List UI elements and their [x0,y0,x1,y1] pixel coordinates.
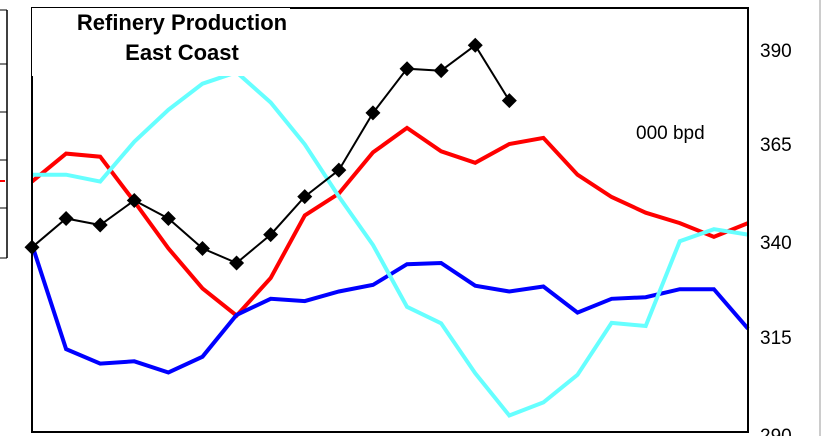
series-3-point-13 [467,37,483,53]
series-3-point-11 [399,61,415,77]
series-3-point-12 [433,63,449,79]
chart-title-line-2: East Coast [125,40,239,65]
y-tick-label-390: 390 [760,41,792,62]
series-3-point-8 [297,189,313,205]
series-3-point-14 [501,93,517,109]
chart-title-line-1: Refinery Production [77,10,287,35]
series-line-0 [30,125,749,319]
series-layer [24,37,750,418]
series-3-point-7 [263,227,279,243]
series-3-point-1 [58,210,74,226]
series-3-point-3 [126,192,142,208]
y-tick-label-315: 315 [760,328,792,349]
y-tick-label-365: 365 [760,135,792,156]
title-box [32,8,290,76]
y-tick-label-340: 340 [760,233,792,254]
unit-label: 000 bpd [636,123,705,144]
plot-frame [31,7,749,433]
series-3-point-4 [160,210,176,226]
series-3-point-9 [331,162,347,178]
series-3-point-10 [365,105,381,121]
series-3-point-2 [92,217,108,233]
series-3-point-6 [229,255,245,271]
series-line-2 [32,69,749,418]
y-tick-label-290: 290 [760,426,792,436]
series-3-point-5 [194,240,210,256]
left-edge-panel [0,9,8,259]
